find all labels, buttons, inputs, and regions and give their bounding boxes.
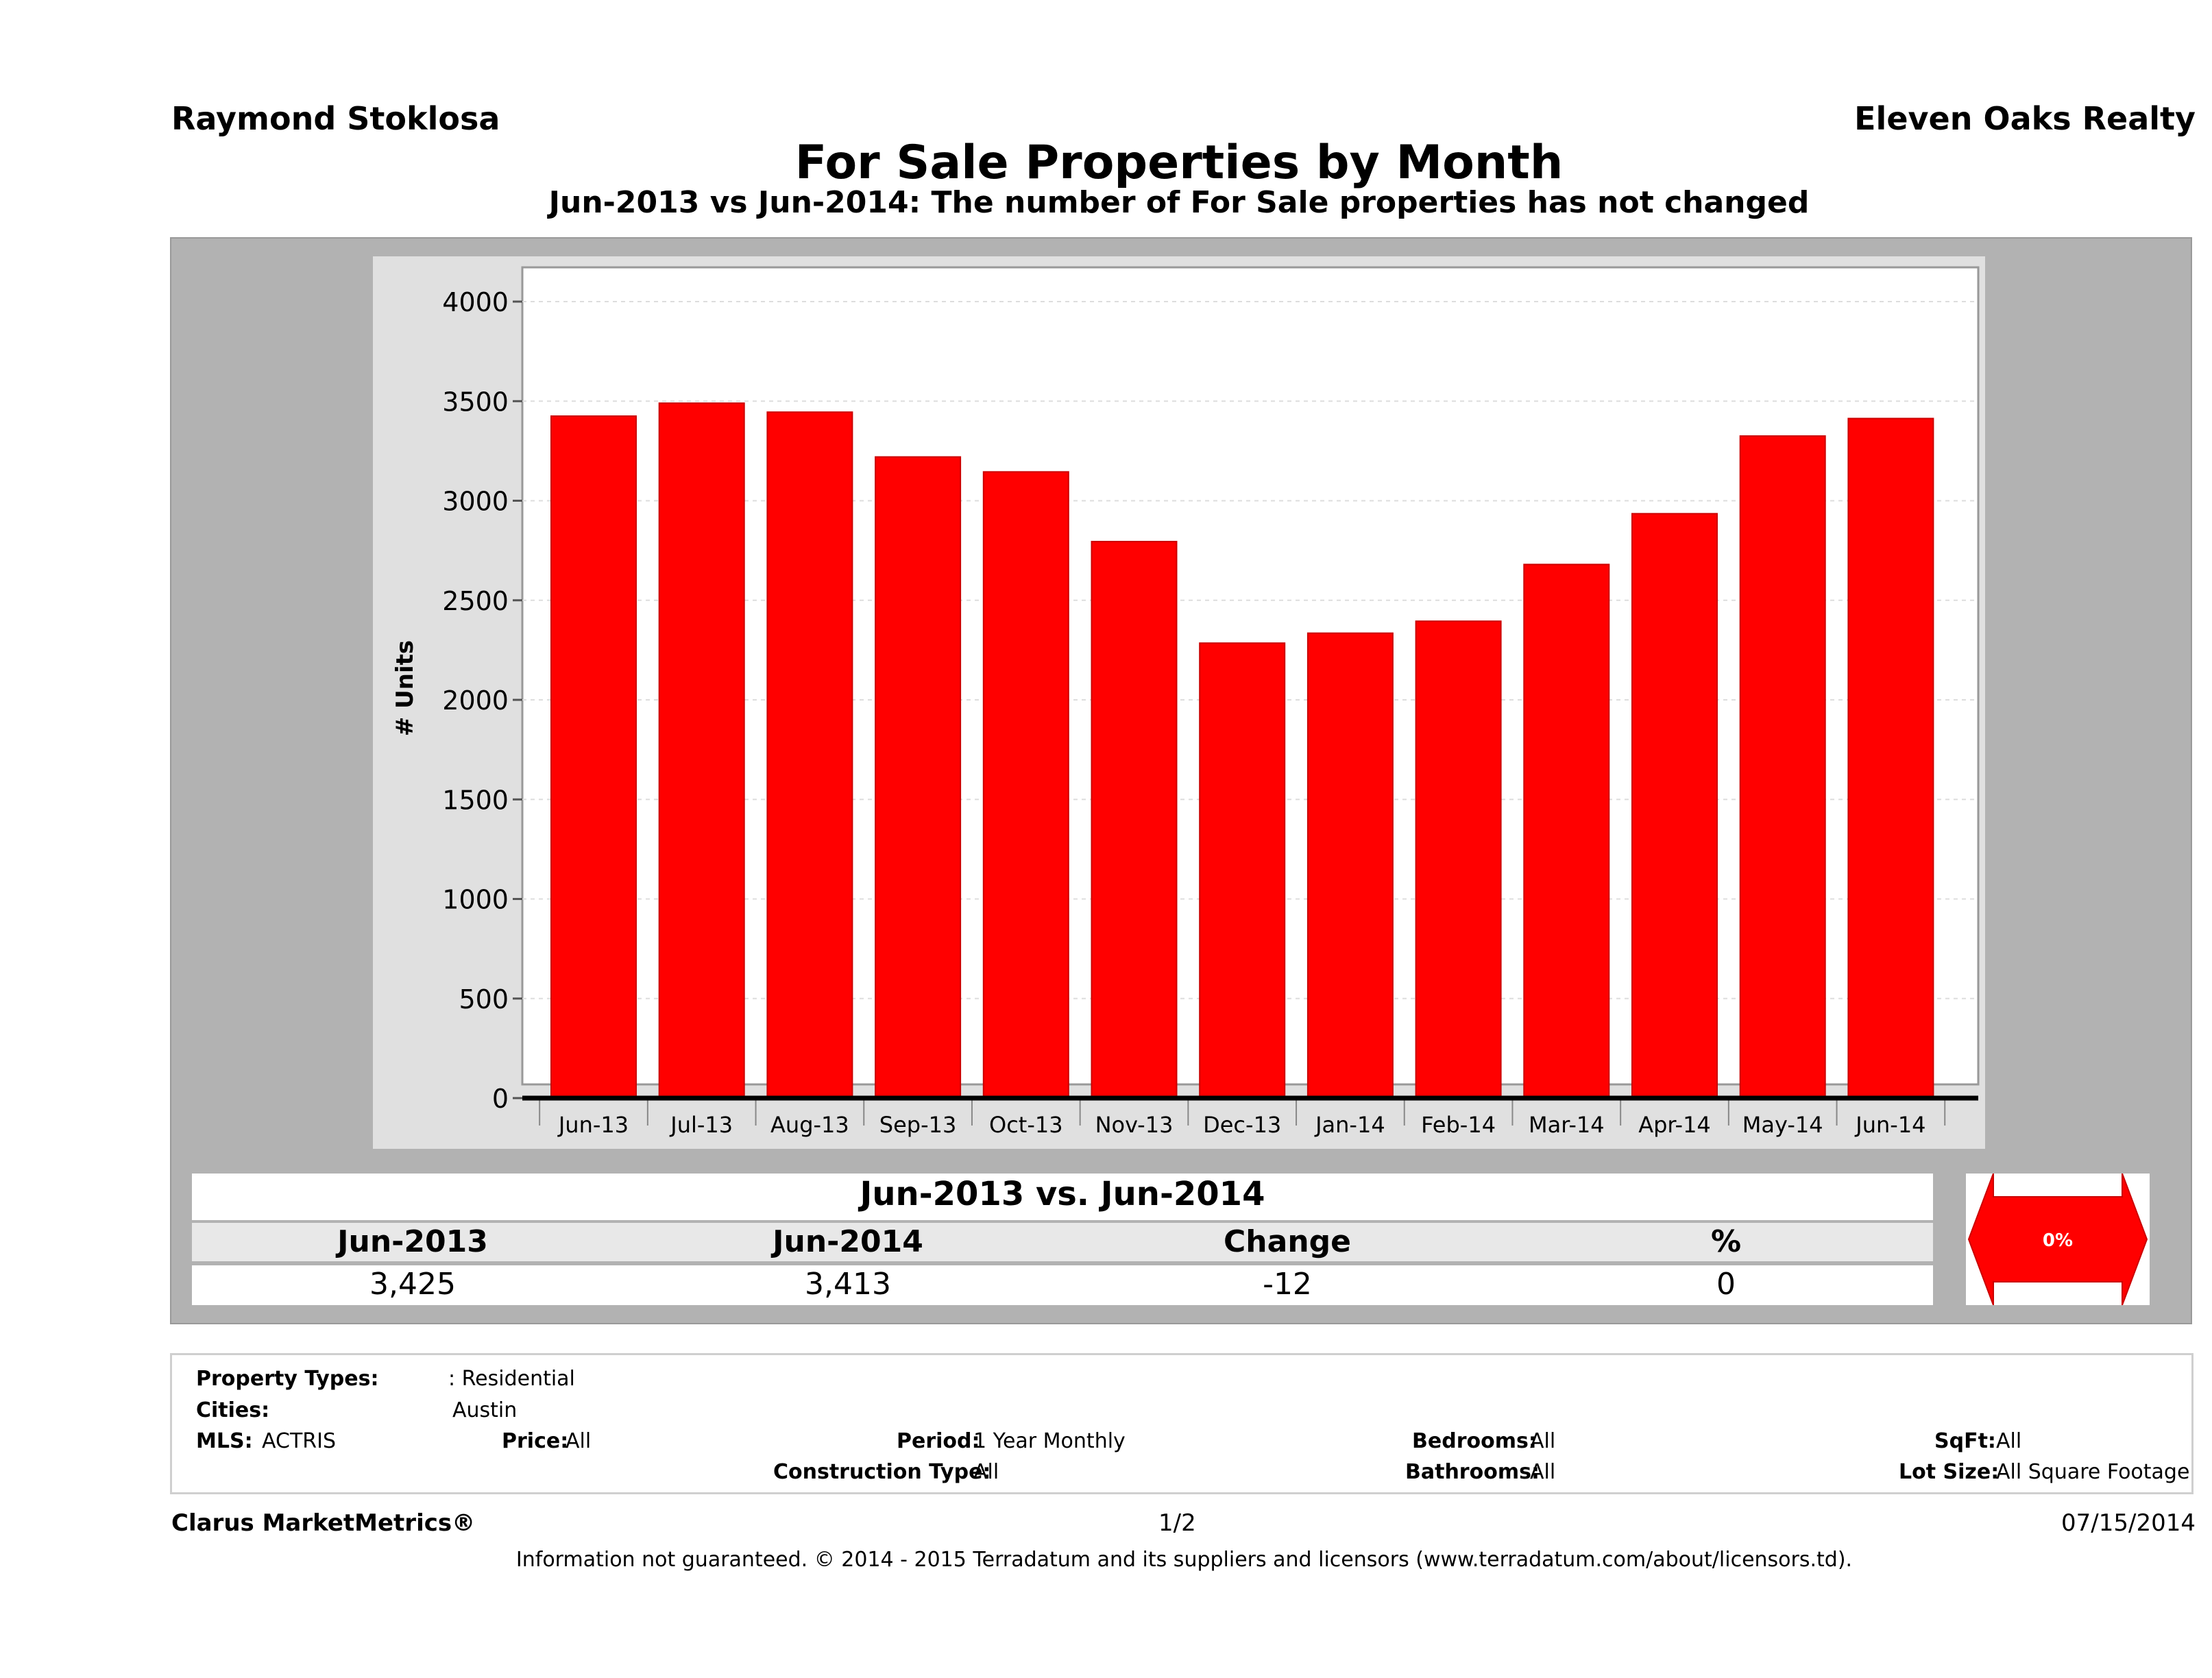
period-value: 1 Year Monthly: [973, 1429, 1126, 1453]
y-tick-label: 2000: [442, 685, 509, 716]
double-arrow-icon: 0%: [1967, 1173, 2148, 1306]
construction-type-label: Construction Type:: [773, 1460, 991, 1484]
report-date: 07/15/2014: [2061, 1509, 2196, 1537]
x-tick-label: Nov-13: [1095, 1112, 1174, 1138]
property-types-value: : Residential: [448, 1367, 575, 1391]
y-tick-label: 1000: [442, 885, 509, 915]
x-tick-label: May-14: [1742, 1112, 1823, 1138]
summary-value-jun-2013: 3,425: [369, 1267, 456, 1302]
cities-label: Cities:: [196, 1398, 270, 1422]
property-types-label: Property Types:: [196, 1367, 379, 1391]
footer-brand: Clarus MarketMetrics®: [171, 1509, 476, 1537]
agent-name: Raymond Stoklosa: [171, 100, 500, 137]
lot-size-value: All Square Footage: [1996, 1460, 2190, 1484]
chart-title: For Sale Properties by Month: [794, 136, 1564, 190]
summary-label-percent: %: [1710, 1224, 1742, 1259]
bathrooms-value: All: [1530, 1460, 1556, 1484]
disclaimer: Information not guaranteed. © 2014 - 201…: [515, 1548, 1853, 1572]
bar-jul-13: [658, 402, 745, 1099]
price-value: All: [566, 1429, 592, 1453]
company-name: Eleven Oaks Realty: [1854, 100, 2196, 137]
summary-label-jun-2014: Jun-2014: [773, 1224, 923, 1259]
x-tick-label: Sep-13: [879, 1112, 957, 1138]
bar-dec-13: [1199, 642, 1286, 1099]
cities-value: Austin: [452, 1398, 518, 1422]
summary-value-change: -12: [1263, 1267, 1312, 1302]
bar-jun-14: [1847, 417, 1934, 1099]
sqft-label: SqFt:: [1934, 1429, 1996, 1453]
x-tick-label: Jan-14: [1314, 1112, 1385, 1138]
summary-header-bg: [192, 1174, 1933, 1220]
change-indicator-box: 0%: [1966, 1173, 2150, 1306]
summary-values-row: [192, 1265, 1933, 1305]
summary-heading: Jun-2013 vs. Jun-2014: [860, 1175, 1265, 1213]
summary-label-jun-2013: Jun-2013: [337, 1224, 488, 1259]
x-tick-label: Dec-13: [1203, 1112, 1281, 1138]
x-tick-label: Jul-13: [669, 1112, 733, 1138]
bar-aug-13: [766, 411, 853, 1099]
x-tick-label: Jun-13: [557, 1112, 629, 1138]
bedrooms-label: Bedrooms:: [1412, 1429, 1537, 1453]
bar-nov-13: [1091, 541, 1178, 1099]
bar-may-14: [1739, 435, 1826, 1099]
y-tick-label: 3000: [442, 487, 509, 517]
period-label: Period:: [897, 1429, 980, 1453]
lot-size-label: Lot Size:: [1899, 1460, 2000, 1484]
x-tick-label: Apr-14: [1638, 1112, 1711, 1138]
y-tick-label: 2500: [442, 586, 509, 616]
price-label: Price:: [502, 1429, 569, 1453]
summary-label-change: Change: [1224, 1224, 1351, 1259]
bar-mar-14: [1523, 563, 1610, 1099]
summary-value-jun-2014: 3,413: [805, 1267, 891, 1302]
page-number: 1/2: [1158, 1509, 1196, 1537]
sqft-value: All: [1996, 1429, 2022, 1453]
bar-sep-13: [875, 456, 962, 1099]
mls-label: MLS:: [196, 1429, 253, 1453]
bedrooms-value: All: [1530, 1429, 1556, 1453]
summary-labels-row: [192, 1223, 1933, 1261]
x-tick-label: Aug-13: [770, 1112, 849, 1138]
change-percent-text: 0%: [2043, 1230, 2073, 1251]
bar-jun-13: [550, 415, 637, 1099]
bar-feb-14: [1415, 620, 1502, 1099]
y-tick-label: 1500: [442, 785, 509, 815]
filter-criteria-box: [170, 1353, 2193, 1494]
y-axis-label: # Units: [391, 640, 419, 736]
x-tick-label: Feb-14: [1421, 1112, 1496, 1138]
y-tick-label: 500: [459, 984, 509, 1014]
chart-subtitle: Jun-2013 vs Jun-2014: The number of For …: [548, 185, 1810, 220]
bar-chart: 0 500 1000 1500 2000 2500 3000 3500 4000 Jun-13 Ju…: [391, 266, 1980, 1138]
bar-oct-13: [982, 471, 1069, 1099]
y-tick-label: 4000: [442, 287, 509, 317]
bathrooms-label: Bathrooms:: [1405, 1460, 1540, 1484]
bar-apr-14: [1631, 513, 1718, 1099]
y-tick-label: 0: [492, 1084, 509, 1114]
summary-value-percent: 0: [1716, 1267, 1736, 1302]
bar-jan-14: [1306, 632, 1394, 1099]
mls-value: ACTRIS: [262, 1429, 337, 1453]
x-tick-label: Oct-13: [989, 1112, 1063, 1138]
x-tick-label: Mar-14: [1529, 1112, 1605, 1138]
y-tick-label: 3500: [442, 387, 509, 417]
x-tick-label: Jun-14: [1854, 1112, 1925, 1138]
construction-type-value: All: [973, 1460, 999, 1484]
